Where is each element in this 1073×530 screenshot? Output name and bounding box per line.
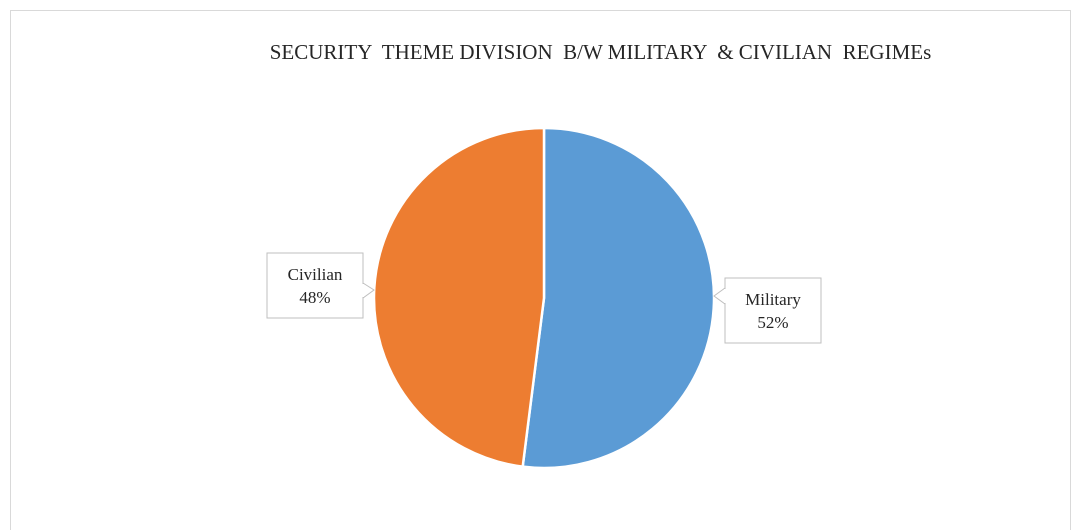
data-label-percent: 48% bbox=[299, 288, 330, 307]
chart-title: SECURITY THEME DIVISION B/W MILITARY & C… bbox=[269, 40, 932, 64]
pie-slice-civilian bbox=[372, 126, 546, 469]
pie-slice-military bbox=[521, 126, 716, 470]
data-label-percent: 52% bbox=[757, 313, 788, 332]
data-label-military: Military 52% bbox=[713, 277, 822, 344]
data-label-civilian: Civilian 48% bbox=[266, 252, 375, 319]
data-label-category: Civilian bbox=[288, 265, 343, 284]
data-label-category: Military bbox=[745, 290, 801, 309]
